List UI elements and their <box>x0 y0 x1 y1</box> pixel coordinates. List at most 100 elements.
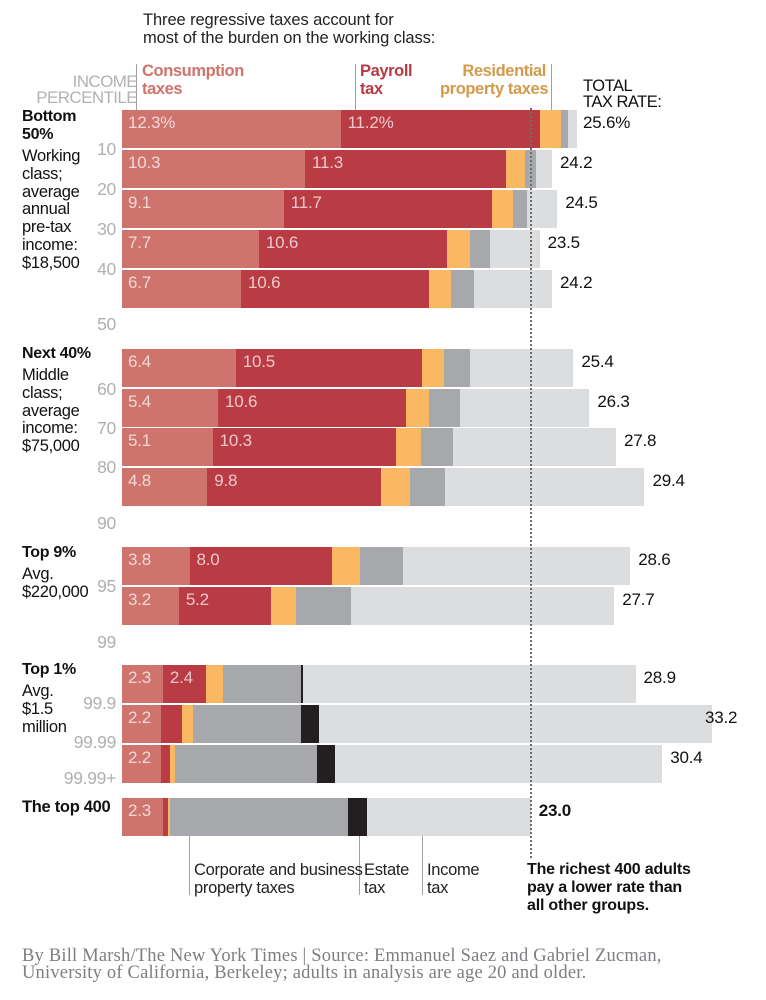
value-label-payroll: 10.5 <box>242 352 276 371</box>
group-description-line: class; <box>22 164 63 183</box>
group-description-line: Avg. <box>22 565 54 583</box>
legend-label-line: property taxes <box>194 879 295 897</box>
total-rate-label: 29.4 <box>652 471 685 490</box>
value-label-payroll: 5.2 <box>185 590 209 609</box>
bar-row: 12.3% 11.2% <box>122 110 577 148</box>
total-rate-label: 30.4 <box>670 748 703 767</box>
total-rate-label: 24.2 <box>560 153 593 172</box>
group-description-line: income: <box>22 235 78 254</box>
value-label-consumption: 3.8 <box>128 550 152 569</box>
bar-segment-consumption <box>122 230 259 268</box>
bar-segment-residential <box>395 428 421 466</box>
source-credit: By Bill Marsh/The New York Times | Sourc… <box>22 947 662 983</box>
bar-segment-income <box>470 349 574 387</box>
legend-residential: Residential property taxes <box>440 62 549 98</box>
value-label-payroll: 10.6 <box>265 233 299 252</box>
value-label-consumption: 5.1 <box>128 431 152 450</box>
bar-segment-estate <box>317 745 336 783</box>
bar-segment-income <box>452 428 616 466</box>
bar-segment-payroll <box>283 190 492 228</box>
percentile-tick-label: 60 <box>97 379 116 399</box>
percentile-tick-label: 10 <box>97 139 116 159</box>
group-title: Top 1% <box>22 661 76 678</box>
legend-estate: Estate tax <box>364 861 409 897</box>
percentile-tick-label: 95 <box>97 576 116 596</box>
total-rate-label: 23.0 <box>538 801 571 820</box>
legend-label-line: Consumption <box>142 62 244 80</box>
bar-segment-corporate <box>360 547 403 585</box>
value-label-payroll: 10.6 <box>224 392 258 411</box>
group-description-line: million <box>22 717 67 736</box>
bar-segment-payroll <box>235 349 423 387</box>
bar-segment-consumption <box>122 428 213 466</box>
group-description: Working class; average annual pre-tax income:… <box>22 147 94 273</box>
bar-segment-residential <box>422 349 444 387</box>
bar-segment-income <box>351 587 615 625</box>
total-rate-label: 25.4 <box>581 352 614 371</box>
value-label-consumption: 2.3 <box>128 801 152 820</box>
bar-row: 9.1 11.7 <box>122 190 558 228</box>
total-rate-label: 26.3 <box>597 392 630 411</box>
annotation-line: all other groups. <box>527 897 649 914</box>
percentile-tick-label: 99.99+ <box>63 768 117 788</box>
group-label: The top 400 <box>22 798 111 816</box>
bar-segment-residential <box>447 230 471 268</box>
total-rate-label: 33.2 <box>705 708 738 727</box>
bar-segment-income <box>335 745 663 783</box>
value-label-payroll: 11.3 <box>312 153 344 172</box>
legend-leader-estate <box>359 836 360 895</box>
group-description-line: $1.5 <box>22 699 53 718</box>
group-label: Bottom 50% Working class; average annual pre-… <box>22 108 94 273</box>
bar-segment-consumption <box>122 468 208 506</box>
legend-label-line: tax <box>364 879 386 897</box>
bar-row: 7.7 10.6 <box>122 230 540 268</box>
bar-row: 6.4 10.5 <box>122 349 574 387</box>
value-label-consumption: 9.1 <box>128 193 152 212</box>
value-label-payroll: 11.2% <box>347 113 394 132</box>
bar-row: 5.4 10.6 <box>122 389 590 427</box>
group-label: Next 40% Middle class; average income: $75,00… <box>22 345 94 456</box>
bar-segment-consumption <box>122 798 163 836</box>
legend-label-line: Residential <box>462 62 546 80</box>
bar-row: 2.2 <box>122 705 712 743</box>
bar-segment-corporate <box>175 745 318 783</box>
bar-segment-consumption <box>122 547 190 585</box>
group-description: Middle class; average income: $75,000 <box>22 366 94 456</box>
group-description-line: income: <box>22 419 78 438</box>
total-rate-label: 28.9 <box>643 668 676 687</box>
bar-segment-corporate <box>223 665 302 703</box>
group-description-line: annual <box>22 200 70 219</box>
legend-income: Income tax <box>427 861 480 897</box>
bar-row: 2.3 2.4 <box>122 665 636 703</box>
group-label: Top 9% Avg. $220,000 <box>22 544 94 602</box>
bar-segment-payroll <box>305 150 506 188</box>
group-title: Next 40% <box>22 345 91 362</box>
bar-segment-payroll <box>340 110 540 148</box>
value-label-consumption: 2.2 <box>128 748 152 767</box>
annotation-line: pay a lower rate than <box>527 879 682 896</box>
legend-label-line: Payroll <box>360 62 413 80</box>
bar-segment-payroll <box>162 798 169 836</box>
bar-segment-corporate <box>429 389 460 427</box>
bar-segment-residential <box>406 389 430 427</box>
value-label-consumption: 10.3 <box>128 153 161 172</box>
bar-segment-residential <box>331 547 361 585</box>
bar-segment-corporate <box>409 468 446 506</box>
annotation-line: The richest 400 adults <box>527 861 691 878</box>
legend-label-line: tax <box>427 879 449 897</box>
bar-row: 3.8 8.0 <box>122 547 631 585</box>
total-rate-label: 27.7 <box>622 590 655 609</box>
bar-segment-consumption <box>122 705 162 743</box>
group-title: Bottom 50% <box>22 108 77 143</box>
bar-segment-income <box>536 150 553 188</box>
value-label-consumption: 6.7 <box>128 273 152 292</box>
bar-segment-corporate <box>560 110 568 148</box>
axis-label-line: INCOME <box>72 72 138 91</box>
value-label-consumption: 2.3 <box>128 668 152 687</box>
top400-annotation: The richest 400 adults pay a lower rate … <box>527 861 691 915</box>
bar-segment-estate <box>301 705 320 743</box>
chart-intro: Three regressive taxes account for most … <box>143 11 435 47</box>
total-rate-label: 27.8 <box>624 431 657 450</box>
bar-segment-payroll <box>217 389 407 427</box>
total-tax-rate-heading: TOTAL TAX RATE: <box>583 78 662 111</box>
